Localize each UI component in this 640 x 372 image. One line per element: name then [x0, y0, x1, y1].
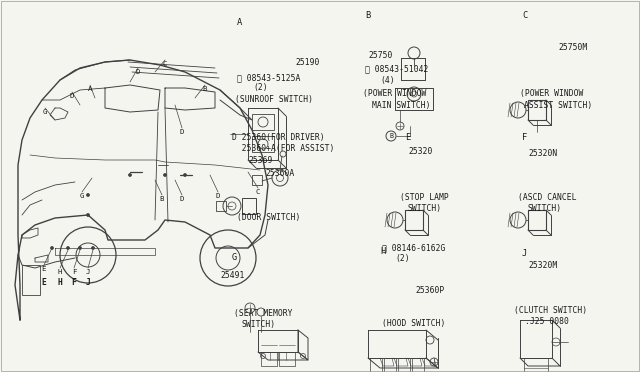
Text: (4): (4)	[380, 76, 395, 85]
Bar	[242, 198, 256, 214]
Bar	[528, 100, 546, 120]
Bar	[398, 358, 410, 372]
Circle shape	[86, 214, 90, 217]
Circle shape	[163, 173, 166, 176]
Text: J: J	[86, 269, 90, 275]
Text: 25320M: 25320M	[528, 261, 557, 270]
Text: G: G	[43, 109, 47, 115]
Circle shape	[67, 247, 70, 250]
Text: (CLUTCH SWITCH): (CLUTCH SWITCH)	[514, 306, 587, 315]
Text: F: F	[522, 133, 527, 142]
Text: SWITCH): SWITCH)	[242, 320, 276, 329]
Text: H: H	[58, 278, 63, 287]
Text: D: D	[136, 69, 140, 75]
Bar	[22, 265, 40, 295]
Text: B: B	[389, 133, 393, 139]
Text: (STOP LAMP: (STOP LAMP	[400, 193, 449, 202]
Bar	[216, 201, 226, 211]
Bar	[384, 358, 396, 372]
Circle shape	[51, 247, 54, 250]
Text: H: H	[380, 247, 385, 256]
Circle shape	[184, 173, 186, 176]
Text: ASSIST SWITCH): ASSIST SWITCH)	[524, 101, 592, 110]
Text: J: J	[86, 278, 90, 287]
Text: 25369: 25369	[248, 156, 273, 165]
Bar	[252, 175, 262, 185]
Text: (HOOD SWITCH): (HOOD SWITCH)	[382, 319, 445, 328]
Text: .J25 0080: .J25 0080	[525, 317, 569, 326]
Text: C: C	[522, 11, 527, 20]
Text: (ASCD CANCEL: (ASCD CANCEL	[518, 193, 577, 202]
Text: MAIN SWITCH): MAIN SWITCH)	[372, 101, 431, 110]
Text: D: D	[70, 93, 74, 99]
Text: C: C	[163, 61, 167, 67]
Text: C: C	[256, 189, 260, 195]
Text: 25320N: 25320N	[528, 149, 557, 158]
Text: Ⓢ 08543-51042: Ⓢ 08543-51042	[365, 64, 428, 73]
Bar	[252, 136, 274, 152]
Text: B: B	[365, 11, 371, 20]
Text: (2): (2)	[253, 83, 268, 92]
Text: SWITCH): SWITCH)	[407, 204, 441, 213]
Bar	[524, 358, 548, 372]
Text: 25360A: 25360A	[265, 169, 294, 178]
Circle shape	[92, 247, 95, 250]
Bar	[528, 210, 546, 230]
Text: A: A	[237, 18, 243, 27]
Text: E: E	[42, 278, 47, 287]
Text: B: B	[203, 86, 207, 92]
Text: G: G	[80, 193, 84, 199]
Circle shape	[129, 173, 131, 176]
Text: 25750: 25750	[368, 51, 392, 60]
Text: 25360P: 25360P	[415, 286, 444, 295]
Text: Ⓑ 08146-6162G: Ⓑ 08146-6162G	[382, 243, 445, 252]
Text: D 25360(FOR DRIVER): D 25360(FOR DRIVER)	[232, 133, 324, 142]
Text: 25491: 25491	[220, 271, 244, 280]
Text: 25750M: 25750M	[558, 43, 588, 52]
Bar	[279, 352, 295, 366]
Bar	[370, 358, 382, 372]
Text: F: F	[72, 269, 76, 275]
Text: E: E	[405, 133, 410, 142]
Text: 25360+A(FOR ASSIST): 25360+A(FOR ASSIST)	[232, 144, 334, 153]
Text: D: D	[180, 129, 184, 135]
Text: H: H	[58, 269, 62, 275]
Text: D: D	[180, 196, 184, 202]
Bar	[405, 210, 423, 230]
Text: E: E	[42, 266, 46, 272]
Text: (2): (2)	[395, 254, 410, 263]
Circle shape	[79, 247, 81, 250]
Text: J: J	[522, 249, 527, 258]
Text: 25190: 25190	[295, 58, 319, 67]
Bar	[412, 358, 424, 372]
Text: D: D	[216, 193, 220, 199]
Text: Ⓢ 08543-5125A: Ⓢ 08543-5125A	[237, 73, 300, 82]
Bar	[261, 352, 277, 366]
Text: 25320: 25320	[408, 147, 433, 156]
Text: F: F	[72, 278, 76, 287]
Text: (POWER WINDOW: (POWER WINDOW	[363, 89, 426, 98]
Text: A: A	[88, 86, 92, 92]
Text: G: G	[232, 253, 237, 262]
Text: B: B	[160, 196, 164, 202]
Text: (SEAT MEMORY: (SEAT MEMORY	[234, 309, 292, 318]
Bar	[252, 114, 274, 130]
Text: (SUNROOF SWITCH): (SUNROOF SWITCH)	[235, 95, 313, 104]
Text: (DOOR SWITCH): (DOOR SWITCH)	[237, 213, 300, 222]
Text: (POWER WINDOW: (POWER WINDOW	[520, 89, 584, 98]
Circle shape	[86, 193, 90, 196]
Text: SWITCH): SWITCH)	[527, 204, 561, 213]
